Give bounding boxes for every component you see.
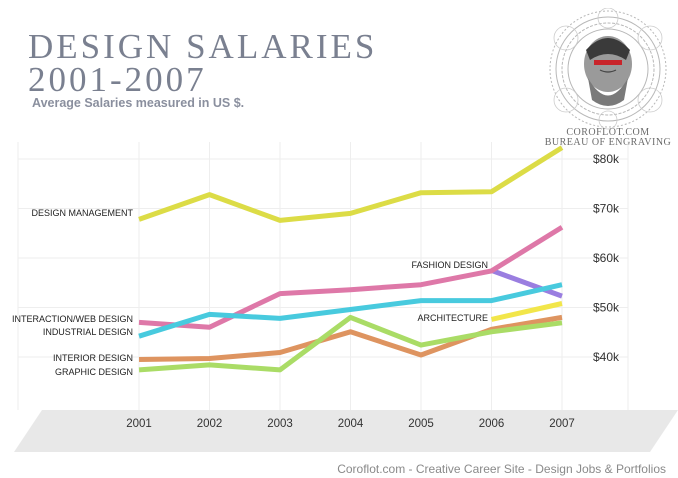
x-tick-label: 2005 bbox=[408, 418, 434, 430]
x-tick-label: 2006 bbox=[479, 418, 505, 430]
x-tick-label: 2002 bbox=[197, 418, 223, 430]
series-line-graphic-design bbox=[138, 314, 563, 373]
chart-title: Design Salaries 2001-2007 bbox=[28, 27, 378, 99]
x-tick-label: 2007 bbox=[549, 418, 575, 430]
y-tick-label: $40k bbox=[593, 350, 620, 364]
engraved-portrait-seal-icon bbox=[549, 8, 667, 130]
seal-caption-2: BUREAU OF ENGRAVING bbox=[544, 137, 672, 148]
title-line-1: Design Salaries bbox=[28, 27, 378, 66]
series-label-graphic-design: GRAPHIC DESIGN bbox=[55, 367, 133, 377]
y-tick-label: $60k bbox=[593, 251, 620, 265]
series-line-design-management bbox=[138, 145, 564, 223]
x-tick-label: 2001 bbox=[126, 418, 152, 430]
y-tick-label: $80k bbox=[593, 152, 620, 166]
series-label-fashion-design: FASHION DESIGN bbox=[411, 260, 488, 270]
series-line-fashion-design bbox=[490, 268, 563, 299]
chart-floor bbox=[14, 410, 678, 452]
series-label-design-management: DESIGN MANAGEMENT bbox=[31, 208, 133, 218]
y-tick-label: $70k bbox=[593, 202, 620, 216]
seal-caption-1: COROFLOT.COM bbox=[566, 127, 650, 138]
series-label-architecture: ARCHITECTURE bbox=[417, 313, 488, 323]
series-label-industrial-design: INDUSTRIAL DESIGN bbox=[43, 327, 133, 337]
y-tick-label: $50k bbox=[593, 301, 620, 315]
series-line-architecture bbox=[490, 301, 563, 322]
title-line-2: 2001-2007 bbox=[28, 60, 207, 99]
chart-subtitle: Average Salaries measured in US $. bbox=[32, 96, 245, 110]
series-label-interior-design: INTERIOR DESIGN bbox=[53, 353, 133, 363]
x-tick-label: 2004 bbox=[338, 418, 364, 430]
series-line-industrial-design bbox=[138, 282, 563, 339]
footer-text: Coroflot.com - Creative Career Site - De… bbox=[337, 462, 666, 476]
x-tick-label: 2003 bbox=[267, 418, 293, 430]
series-label-interaction-web-design: INTERACTION/WEB DESIGN bbox=[12, 314, 133, 324]
series-line-interaction-web-design bbox=[138, 225, 564, 330]
